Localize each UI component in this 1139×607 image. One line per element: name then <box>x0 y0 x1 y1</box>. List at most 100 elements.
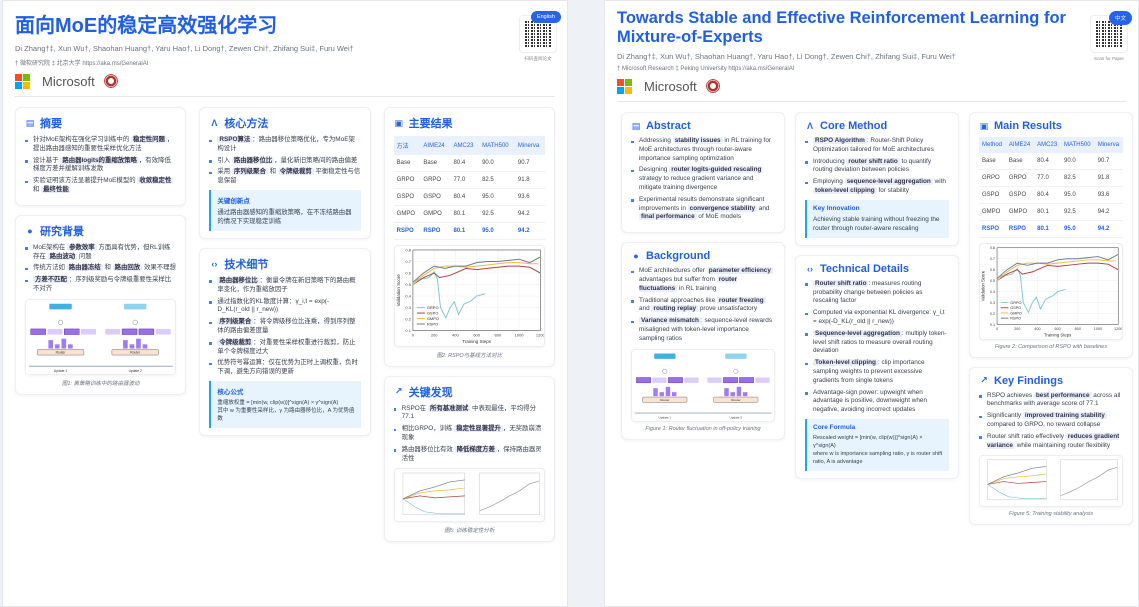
highlight-term: 收敛稳定性 <box>137 177 174 185</box>
x-axis-label: Training Steps <box>1044 332 1071 337</box>
y-tick-label: 0.8 <box>990 246 995 250</box>
bullet-text: Significantly <box>987 412 1023 420</box>
highlight-term: Router shift ratio <box>813 279 869 287</box>
table-cell: GMPO <box>979 203 1006 221</box>
highlight-term: 稳定性问题 <box>131 136 167 143</box>
series-line-rspo <box>996 253 1119 279</box>
legend-entry: GMPO <box>1010 311 1022 315</box>
column-header: Minerva <box>1094 137 1123 153</box>
router-prob-bar <box>659 391 664 396</box>
table-row: GRPO GRPO 77.0 82.5 91.8 <box>979 169 1123 187</box>
legend-entry: RSPO <box>1010 317 1021 321</box>
plot-frame <box>996 247 1119 325</box>
table-cell: 90.7 <box>514 155 545 172</box>
table-cell: 82.5 <box>1061 169 1095 187</box>
bullet-text: Addressing <box>639 137 673 144</box>
stability-analysis-figure <box>402 473 540 516</box>
bullet-text: across all benchmarks with average score… <box>987 391 1121 408</box>
code-icon: ‹› <box>807 263 813 274</box>
table-cell: 95.0 <box>1061 186 1095 204</box>
bullet-text: 采用 <box>217 168 232 176</box>
table-header-row: 方法 AIME24 AMC23 MATH500 Minerva <box>393 136 545 155</box>
section-findings: ↗ Key Findings RSPO achieves best performa… <box>969 366 1133 525</box>
sum-node <box>58 319 64 325</box>
bullet-item: Traditional approaches like router freez… <box>631 296 775 315</box>
formula-line: 重缩放权重 = [min(w, clip(w))]^sign(A) × γ^si… <box>217 399 339 406</box>
table-cell: 80.4 <box>450 188 480 206</box>
language-toggle-button[interactable]: 中文 <box>1108 11 1132 25</box>
expert-box <box>64 328 80 335</box>
table-cell: 82.5 <box>479 171 515 189</box>
expert-box <box>739 376 754 383</box>
language-toggle-button[interactable]: English <box>530 11 561 23</box>
highlight-term: Variance mismatch <box>639 317 701 325</box>
bullet-text: for stability <box>876 186 909 194</box>
table-cell: 94.2 <box>514 205 545 223</box>
column-header: AIME24 <box>1005 137 1035 153</box>
highlight-term: 所有基准测试 <box>427 404 471 412</box>
update-label: Update 1 <box>659 415 672 419</box>
bullet-text: ，量化新旧策略间的路由偏差 <box>274 156 358 164</box>
bullet-text: Designing <box>639 166 670 174</box>
highlight-term: router logits-guided rescaling <box>669 166 764 174</box>
legend-entry: RSPO <box>427 321 438 326</box>
table-cell: 95.0 <box>1061 220 1095 238</box>
table-cell: RSPO <box>393 222 421 240</box>
section-title: ↗ 关键发现 <box>394 384 545 400</box>
bullet-text: 和 <box>102 264 113 272</box>
highlight-term: improved training stability <box>1022 412 1107 420</box>
router-prob-bar <box>142 344 148 349</box>
section-title: ● 研究背景 <box>25 223 176 239</box>
expert-box <box>30 328 46 335</box>
table-cell: RSPO <box>1005 220 1035 238</box>
table-cell: GMPO <box>420 205 451 223</box>
bullet-item: Router shift ratio: measures routing pro… <box>805 279 949 306</box>
code-icon: ‹› <box>211 258 218 269</box>
lightbulb-icon: ● <box>633 251 639 262</box>
router-box <box>111 349 159 356</box>
bullet-item: Variance mismatch: sequence-level reward… <box>631 317 775 343</box>
subplot-line <box>987 481 1047 486</box>
x-tick-label: 600 <box>473 333 480 338</box>
table-cell: 90.7 <box>1094 153 1123 170</box>
figure <box>979 455 1123 507</box>
section-title: ‹› 技术细节 <box>209 256 360 272</box>
expert-box <box>155 328 171 335</box>
highlight-term: Token-level clipping <box>813 359 878 367</box>
section-title-text: Key Findings <box>994 374 1064 387</box>
bullet-list: RSPO在 所有基准测试 中表现最佳，平均得分77.1 相比GRPO，训练 稳定性… <box>393 404 545 464</box>
results-table: Method AIME24 AMC23 MATH500 Minerva Base Base 8… <box>979 137 1123 238</box>
bullet-text: MoE架构在 <box>33 243 68 251</box>
header-divider <box>617 101 1126 102</box>
bullet-list: MoE architectures offer parameter effici… <box>631 267 775 343</box>
table-cell: Base <box>979 153 1006 170</box>
bullet-item: 采用 序列级聚合 和 令牌级裁剪 平衡稳定性与信息保留 <box>209 168 360 186</box>
table-cell: 77.0 <box>450 171 480 189</box>
router-fluctuation-diagram: Router Update 1 Router Update 2 <box>28 303 173 373</box>
results-table: 方法 AIME24 AMC23 MATH500 Minerva Base Base 80.4 9… <box>393 136 545 240</box>
subplot-line <box>987 474 1047 486</box>
bullet-text: : clip importance sampling weights to pr… <box>813 359 925 384</box>
table-row: Base Base 80.4 90.0 90.7 <box>979 153 1123 170</box>
highlight-term: Sequence-level aggregation <box>813 329 902 337</box>
bullet-text: strategy to reduce gradient variance and… <box>639 175 754 191</box>
bullet-item: 引入 路由器移位比 ，量化新旧策略间的路由偏差 <box>209 156 360 166</box>
highlight-term: 令牌级裁剪 <box>277 168 314 176</box>
table-cell: 80.1 <box>450 205 480 223</box>
figure: 0 200 400 600 800 1000 1200 0.1 0.2 0.3 0.4 0.5 0.6 0… <box>393 245 545 347</box>
x-tick-label: 800 <box>494 333 501 338</box>
microsoft-wordmark: Microsoft <box>644 78 697 94</box>
y-tick-label: 0.2 <box>990 312 995 316</box>
bullet-item: Significantly improved training stabilit… <box>979 412 1123 430</box>
table-cell: GSPO <box>979 186 1006 204</box>
qr-code-icon[interactable] <box>1090 15 1128 53</box>
highlight-term: 路由器logits的重缩放策略 <box>60 156 139 164</box>
highlight-term: 路由器冻结 <box>66 264 103 272</box>
router-box <box>713 396 759 403</box>
bullet-text: 通过指数化的KL散度计算：γ_i,t = exp(-D_KL(r_old || … <box>217 297 330 314</box>
bullet-text: 优势符号幂运算：仅在优势为正时上调权重，负时下调，避免方向错误的更新 <box>217 359 358 376</box>
table-cell: 92.5 <box>479 205 515 223</box>
expert-box <box>652 377 667 383</box>
expert-box <box>47 328 63 335</box>
y-tick-label: 0.1 <box>990 323 995 327</box>
